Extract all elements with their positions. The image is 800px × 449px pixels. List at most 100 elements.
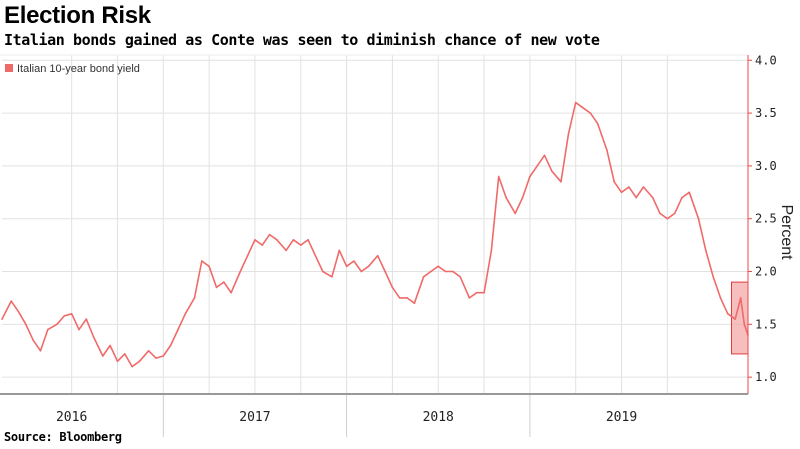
source-note: Source: Bloomberg <box>4 430 122 444</box>
data-point <box>300 244 302 246</box>
data-point <box>739 297 742 299</box>
series-lines <box>1 101 749 368</box>
chart-title: Election Risk <box>4 2 151 29</box>
data-point <box>413 302 416 305</box>
data-point <box>406 297 408 299</box>
data-point <box>367 265 370 268</box>
data-point <box>613 181 615 183</box>
data-point <box>102 355 104 357</box>
data-point <box>39 350 42 352</box>
data-point <box>582 107 584 109</box>
x-tick-label: 2016 <box>56 410 87 425</box>
data-point <box>543 154 546 157</box>
data-point <box>314 254 317 257</box>
y-tick-label: 2.5 <box>755 212 777 226</box>
data-point <box>292 239 295 241</box>
data-point <box>261 244 264 246</box>
data-point <box>635 196 637 199</box>
data-point <box>642 186 645 188</box>
data-point <box>162 355 165 357</box>
data-point <box>345 265 348 268</box>
data-point <box>353 260 355 262</box>
data-point <box>536 165 538 167</box>
data-point <box>719 297 722 299</box>
data-point <box>697 217 700 220</box>
chart-subtitle: Italian bonds gained as Conte was seen t… <box>4 31 600 49</box>
data-point <box>47 328 49 331</box>
data-point <box>430 270 432 273</box>
data-point <box>147 350 150 352</box>
data-point <box>521 196 524 199</box>
data-point <box>215 286 218 289</box>
data-point <box>1 318 3 320</box>
data-point <box>78 328 80 331</box>
data-point <box>673 212 676 215</box>
data-point <box>268 233 271 236</box>
data-point <box>230 291 232 294</box>
data-point <box>109 344 111 347</box>
legend-label: Italian 10-year bond yield <box>17 63 140 75</box>
data-point <box>628 186 630 188</box>
data-point <box>659 212 661 215</box>
data-point <box>193 297 196 299</box>
y-tick-label: 1.5 <box>755 317 777 331</box>
data-point <box>155 357 157 359</box>
data-point <box>169 344 172 347</box>
data-point <box>490 249 493 252</box>
data-point <box>688 191 691 194</box>
data-point <box>85 318 88 320</box>
data-point <box>322 270 324 273</box>
data-point <box>56 323 58 326</box>
data-point <box>92 336 95 338</box>
grid-lines <box>0 54 748 393</box>
data-point <box>70 313 73 315</box>
y-tick-label: 4.0 <box>755 53 777 67</box>
data-point <box>452 270 454 273</box>
data-point <box>475 291 478 294</box>
data-point <box>666 217 669 220</box>
data-point <box>17 310 20 313</box>
data-point <box>177 328 179 331</box>
data-point <box>497 175 500 178</box>
data-point <box>596 122 599 125</box>
data-point <box>483 291 485 294</box>
data-point <box>560 181 562 183</box>
data-point <box>246 254 249 257</box>
x-tick-label: 2018 <box>423 410 454 425</box>
y-axis-label: Percent <box>778 204 795 260</box>
data-point <box>331 276 333 278</box>
data-point <box>360 270 363 273</box>
data-point <box>681 196 683 199</box>
data-point <box>184 313 187 315</box>
data-point <box>551 170 553 172</box>
data-point <box>391 286 394 289</box>
data-point <box>32 339 34 342</box>
data-point <box>398 297 401 299</box>
legend-swatch <box>5 64 13 72</box>
legend: Italian 10-year bond yield <box>5 63 140 75</box>
data-point <box>712 276 714 278</box>
series-line <box>1 101 749 368</box>
data-point <box>567 133 570 135</box>
data-point <box>376 254 379 257</box>
data-point <box>338 249 341 252</box>
x-tick-label: 2017 <box>239 410 270 425</box>
data-point <box>422 276 425 278</box>
data-point <box>254 239 256 241</box>
data-point <box>444 270 447 273</box>
data-point <box>437 265 440 268</box>
data-point <box>138 360 141 363</box>
data-point <box>734 318 736 320</box>
axes: 1.0 1.5 2.0 2.5 3.0 3.5 4.0 2016 2017 2018 2019 <box>0 53 777 437</box>
data-point <box>239 270 242 273</box>
data-point <box>574 101 577 104</box>
data-point <box>208 265 210 268</box>
data-point <box>276 239 278 241</box>
data-point <box>651 196 654 199</box>
data-point <box>10 300 12 302</box>
y-tick-label: 3.5 <box>755 106 777 120</box>
data-point <box>223 281 225 283</box>
y-tick-label: 3.0 <box>755 159 777 173</box>
data-point <box>743 323 746 326</box>
